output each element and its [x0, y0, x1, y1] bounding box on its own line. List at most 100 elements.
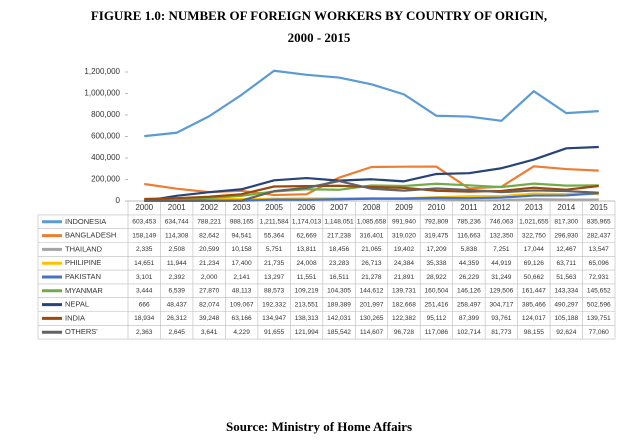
- data-label: 185,542: [327, 329, 351, 336]
- data-label: 634,744: [165, 219, 189, 226]
- legend-label: NEPAL: [65, 300, 89, 309]
- data-label: 13,547: [589, 246, 610, 253]
- data-label: 258,497: [457, 301, 481, 308]
- data-label: 1,148,051: [324, 219, 354, 226]
- x-tick-label: 2002: [200, 203, 218, 212]
- data-label: 69,126: [524, 260, 545, 267]
- line-series: [144, 145, 599, 203]
- data-label: 1,085,658: [357, 219, 387, 226]
- data-label: 116,663: [457, 232, 481, 239]
- data-label: 65,096: [589, 260, 610, 267]
- data-label: 124,017: [522, 315, 546, 322]
- data-label: 87,399: [459, 315, 480, 322]
- data-label: 251,416: [425, 301, 449, 308]
- data-label: 31,249: [491, 274, 512, 281]
- y-tick-label: 1,200,000: [84, 67, 120, 76]
- data-label: 146,126: [457, 288, 481, 295]
- data-label: 24,384: [394, 260, 415, 267]
- x-tick-label: 2005: [265, 203, 283, 212]
- data-label: 17,209: [426, 246, 447, 253]
- x-tick-label: 2011: [460, 203, 478, 212]
- data-label: 502,596: [587, 301, 611, 308]
- data-label: 19,402: [394, 246, 415, 253]
- data-label: 82,642: [199, 232, 220, 239]
- data-label: 5,838: [461, 246, 478, 253]
- data-label: 2,508: [168, 246, 185, 253]
- data-label: 160,504: [425, 288, 449, 295]
- data-label: 44,919: [491, 260, 512, 267]
- data-label: 92,624: [556, 329, 577, 336]
- data-label: 182,668: [392, 301, 416, 308]
- data-label: 316,401: [360, 232, 384, 239]
- y-tick-label: 800,000: [91, 110, 120, 119]
- data-label: 785,236: [457, 219, 481, 226]
- legend-label: MYANMAR: [65, 286, 103, 295]
- data-label: 63,711: [556, 260, 576, 267]
- data-label: 35,338: [426, 260, 447, 267]
- data-label: 21,891: [394, 274, 415, 281]
- data-label: 746,063: [489, 219, 513, 226]
- data-label: 385,466: [522, 301, 546, 308]
- data-label: 50,662: [524, 274, 545, 281]
- data-label: 117,086: [425, 329, 449, 336]
- data-label: 139,751: [587, 315, 611, 322]
- data-label: 130,265: [360, 315, 384, 322]
- data-label: 109,067: [230, 301, 254, 308]
- data-label: 82,074: [199, 301, 220, 308]
- data-label: 21,065: [361, 246, 382, 253]
- data-label: 139,731: [392, 288, 416, 295]
- x-tick-label: 2001: [168, 203, 186, 212]
- data-label: 48,113: [232, 288, 252, 295]
- x-tick-label: 2003: [233, 203, 251, 212]
- x-tick-label: 2007: [330, 203, 348, 212]
- data-label: 2,335: [136, 246, 153, 253]
- data-label: 21,735: [264, 260, 285, 267]
- data-label: 26,713: [361, 260, 382, 267]
- data-label: 319,475: [425, 232, 449, 239]
- data-label: 7,251: [493, 246, 510, 253]
- data-label: 81,773: [491, 329, 512, 336]
- y-tick-label: 0: [116, 196, 121, 205]
- data-label: 991,940: [392, 219, 416, 226]
- data-label: 18,456: [329, 246, 350, 253]
- source: Source: Ministry of Home Affairs: [226, 419, 412, 434]
- legend-label: OTHERS': [65, 327, 98, 336]
- data-label: 158,149: [132, 232, 156, 239]
- data-label: 114,308: [165, 232, 189, 239]
- data-label: 44,359: [459, 260, 480, 267]
- x-tick-label: 2008: [363, 203, 381, 212]
- data-label: 2,645: [168, 329, 185, 336]
- data-label: 988,165: [230, 219, 254, 226]
- data-label: 104,305: [327, 288, 351, 295]
- data-label: 6,539: [168, 288, 185, 295]
- legend-label: INDIA: [65, 313, 85, 322]
- data-label: 201,997: [360, 301, 384, 308]
- data-label: 142,031: [327, 315, 351, 322]
- data-label: 788,221: [197, 219, 221, 226]
- data-label: 21,278: [361, 274, 382, 281]
- y-tick-label: 200,000: [91, 175, 120, 184]
- data-label: 161,447: [522, 288, 546, 295]
- data-label: 23,283: [329, 260, 350, 267]
- data-label: 5,751: [266, 246, 283, 253]
- data-label: 98,155: [524, 329, 545, 336]
- data-label: 88,573: [264, 288, 285, 295]
- x-tick-label: 2006: [298, 203, 316, 212]
- data-label: 282,437: [587, 232, 611, 239]
- legend-label: PHILIPINE: [65, 258, 101, 267]
- x-tick-label: 2013: [525, 203, 543, 212]
- data-label: 132,350: [489, 232, 513, 239]
- data-label: 192,332: [262, 301, 286, 308]
- x-tick-label: 2010: [428, 203, 446, 212]
- data-label: 63,166: [232, 315, 253, 322]
- data-label: 304,717: [489, 301, 513, 308]
- data-label: 114,607: [360, 329, 384, 336]
- data-label: 17,400: [232, 260, 253, 267]
- line-series: [144, 184, 599, 201]
- data-label: 4,229: [233, 329, 250, 336]
- data-label: 93,761: [491, 315, 512, 322]
- legend-label: THAILAND: [65, 244, 103, 253]
- data-label: 129,506: [489, 288, 513, 295]
- data-label: 666: [139, 301, 150, 308]
